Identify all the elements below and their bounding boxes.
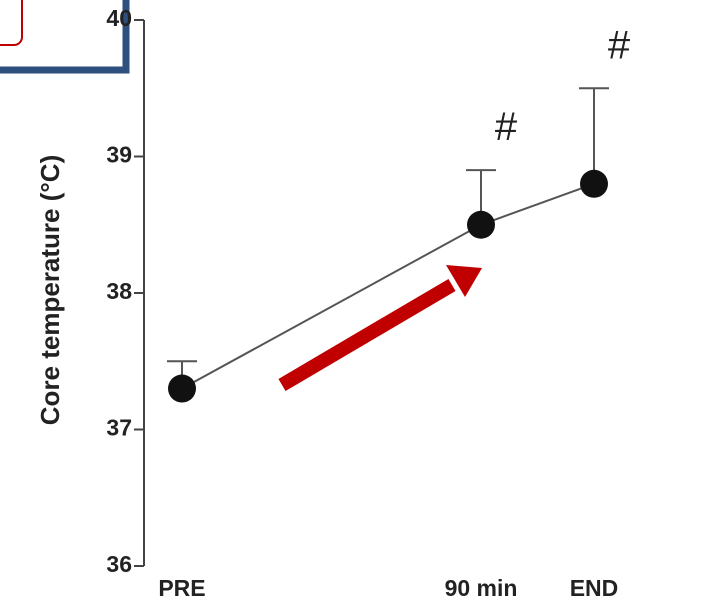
trend-arrow-shaft bbox=[278, 278, 456, 392]
callout-box bbox=[0, 0, 130, 74]
y-tick-label-38: 38 bbox=[106, 278, 132, 304]
significance-marker-0: # bbox=[495, 105, 518, 149]
data-point-0 bbox=[168, 374, 196, 403]
y-tick-label-36: 36 bbox=[106, 551, 132, 577]
trend-arrow bbox=[278, 265, 482, 392]
y-tick-label-40: 40 bbox=[106, 5, 132, 31]
y-tick-label-37: 37 bbox=[106, 415, 132, 441]
significance-marker-1: # bbox=[608, 23, 631, 67]
x-tick-labels: PRE 90 min END bbox=[158, 575, 618, 601]
trend-arrow-head bbox=[446, 265, 482, 297]
y-tick-label-39: 39 bbox=[106, 142, 132, 168]
x-tick-label-pre: PRE bbox=[158, 575, 205, 601]
x-tick-label-90-min: 90 min bbox=[445, 575, 518, 601]
data-point-1 bbox=[467, 210, 495, 239]
x-tick-label-end: END bbox=[570, 575, 619, 601]
series-core-temperature: ## bbox=[167, 23, 631, 403]
y-axis-title: Core temperature (°C) bbox=[35, 155, 65, 425]
series-line bbox=[181, 182, 595, 390]
y-ticks: 36 37 38 39 40 bbox=[106, 5, 144, 577]
callout-box-inner bbox=[0, 0, 23, 46]
data-point-2 bbox=[580, 169, 608, 198]
